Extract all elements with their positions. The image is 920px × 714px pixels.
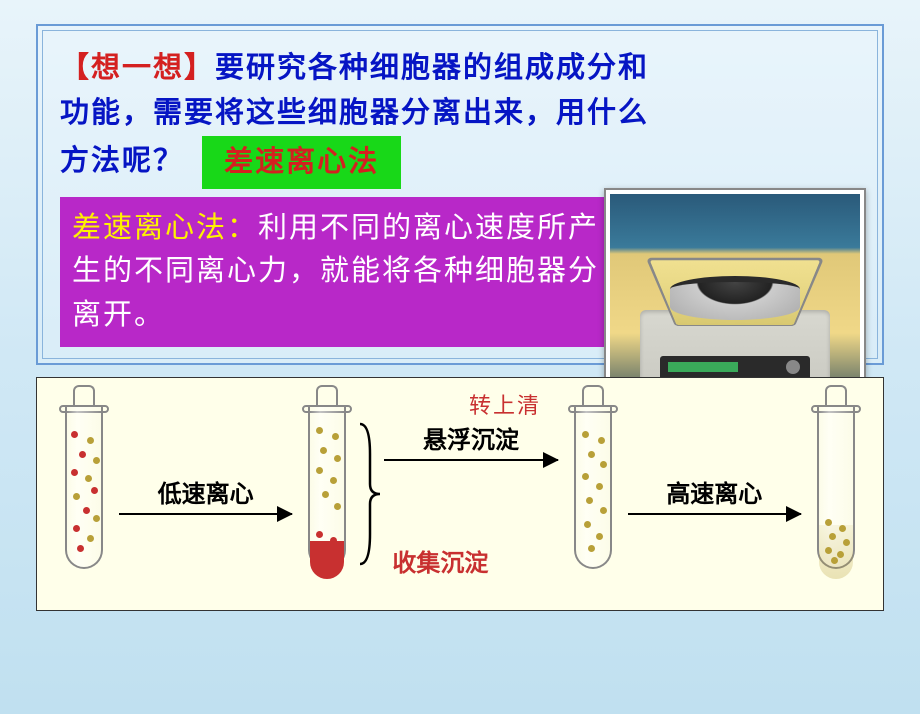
question-line1: 要研究各种细胞器的组成成分和 [215, 52, 649, 84]
question-line3: 方法呢？ [60, 145, 184, 177]
step3-label: 高速离心 [666, 474, 762, 509]
answer-highlight: 差速离心法 [202, 136, 401, 189]
tube-2 [300, 407, 354, 581]
arrow-step-3: 高速离心 [628, 474, 801, 515]
process-diagram: 转上清 低速离心 [36, 377, 884, 611]
definition-block: 差速离心法：利用不同的离心速度所产生的不同离心力，就能将各种细胞器分离开。 [60, 197, 620, 348]
think-label: 【想一想】 [60, 52, 215, 84]
question-block: 【想一想】要研究各种细胞器的组成成分和 功能，需要将这些细胞器分离出来，用什么 … [60, 46, 860, 189]
centrifuge-display [668, 362, 738, 372]
tube-1 [57, 407, 111, 581]
tube-4 [809, 407, 863, 581]
step2-top-label: 悬浮沉淀 [423, 420, 519, 455]
tube-3 [566, 407, 620, 581]
transfer-label: 转上清 [469, 388, 541, 420]
brace-icon [356, 414, 382, 574]
diagram-row: 低速离心 悬浮沉淀 [47, 392, 873, 596]
centrifuge-rotor [670, 276, 800, 320]
definition-label: 差速离心法： [72, 212, 258, 244]
arrow-step-2-top: 悬浮沉淀 [384, 420, 557, 543]
arrow-step-1: 低速离心 [119, 474, 292, 515]
centrifuge-knob [786, 360, 800, 374]
question-line2: 功能，需要将这些细胞器分离出来，用什么 [60, 97, 649, 129]
step1-label: 低速离心 [158, 474, 254, 509]
collect-label: 收集沉淀 [392, 543, 557, 578]
